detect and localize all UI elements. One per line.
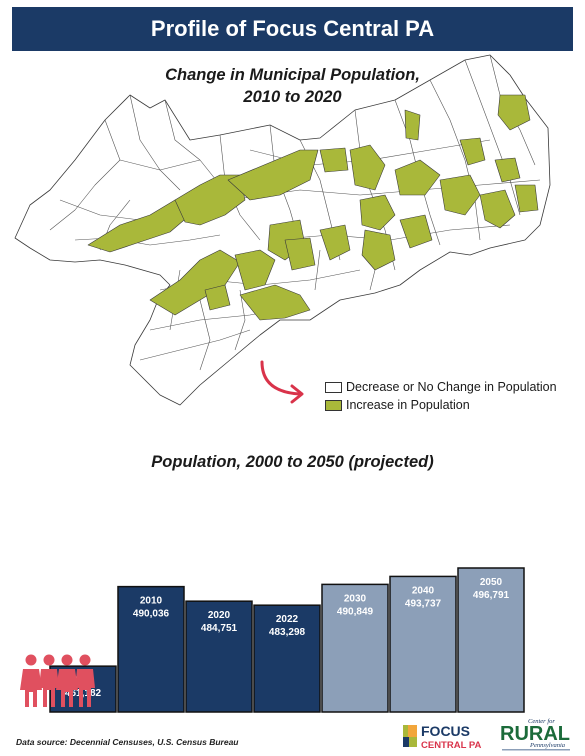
bar-year-label: 2040 (412, 585, 435, 596)
curved-arrow-icon (260, 360, 302, 396)
legend-swatch-decrease (325, 381, 342, 393)
bar-year-label: 2022 (276, 614, 299, 625)
bar-2020 (185, 600, 253, 713)
bar-value-label: 483,298 (269, 627, 306, 638)
bar-value-label: 490,036 (133, 609, 170, 620)
logo-central-word: CENTRAL PA (421, 740, 481, 751)
bars-layer: 2000461,1822010490,0362020484,7512022483… (49, 567, 525, 713)
legend-label-decrease: Decrease or No Change in Population (346, 380, 557, 394)
bar-year-label: 2050 (480, 577, 503, 588)
bar-2040 (389, 575, 457, 713)
bar-2050 (457, 567, 525, 713)
legend-item-increase: Increase in Population (325, 396, 557, 414)
increase-areas (87, 94, 539, 321)
person-figure (20, 654, 42, 707)
map-legend: Decrease or No Change in Population Incr… (325, 378, 557, 414)
map-title-line1: Change in Municipal Population, (165, 66, 420, 84)
logo-rural-top: Center for (528, 718, 555, 725)
bar-value-label: 493,737 (405, 598, 442, 609)
arrow-head-icon (290, 384, 304, 404)
map-base (14, 54, 551, 406)
bar-year-label: 2010 (140, 596, 163, 607)
people-icon (20, 654, 95, 707)
bar-value-label: 461,182 (65, 688, 102, 699)
chart-title: Population, 2000 to 2050 (projected) (151, 453, 434, 471)
data-source-note: Data source: Decennial Censuses, U.S. Ce… (16, 737, 239, 747)
focus-central-pa-logo: FOCUS CENTRAL PA (403, 723, 481, 751)
municipal-population-map (14, 54, 551, 406)
legend-label-increase: Increase in Population (346, 398, 470, 412)
legend-swatch-increase (325, 399, 342, 411)
map-title-line2: 2010 to 2020 (243, 88, 342, 106)
logo-focus-word: FOCUS (421, 723, 470, 739)
legend-item-decrease: Decrease or No Change in Population (325, 378, 557, 396)
bar-2030 (321, 583, 389, 713)
bar-value-label: 490,849 (337, 606, 374, 617)
logo-rural-main: RURAL (500, 723, 570, 745)
center-for-rural-pa-logo: Center for RURAL Pennsylvania (500, 718, 570, 751)
bar-2022 (253, 604, 321, 713)
person-figure (56, 654, 78, 707)
bar-2010 (117, 585, 185, 713)
person-figure (75, 654, 95, 707)
bar-year-label: 2030 (344, 593, 367, 604)
logo-rural-bottom: Pennsylvania (529, 742, 565, 749)
map-title: Change in Municipal Population, 2010 to … (0, 64, 585, 108)
bar-value-label: 496,791 (473, 590, 510, 601)
bar-value-label: 484,751 (201, 623, 238, 634)
bar-year-label: 2020 (208, 610, 231, 621)
page-title: Profile of Focus Central PA (150, 16, 435, 41)
person-figure (39, 654, 59, 707)
page-header: Profile of Focus Central PA (12, 7, 573, 51)
